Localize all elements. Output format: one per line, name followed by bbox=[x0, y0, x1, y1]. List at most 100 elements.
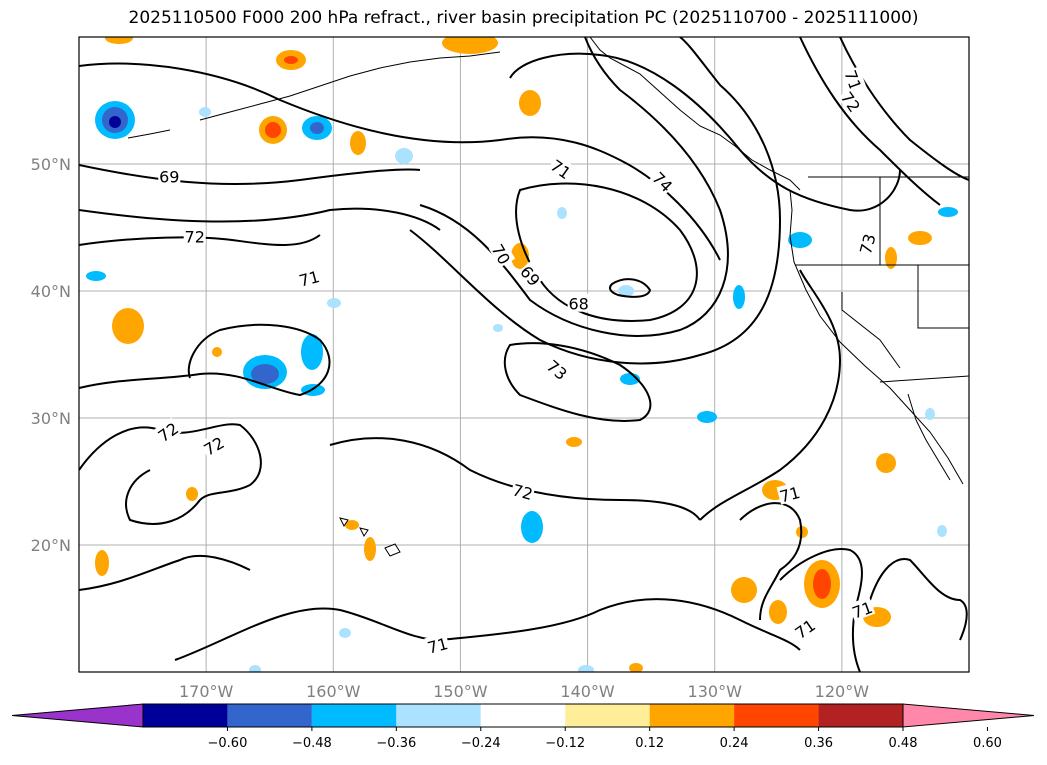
contour-label-text: 73 bbox=[856, 232, 880, 257]
colorbar-segment bbox=[396, 704, 481, 727]
contour-line-71-pac bbox=[79, 323, 331, 397]
contour-label-text: 68 bbox=[568, 295, 588, 314]
precipitation-pc-shading bbox=[86, 37, 958, 672]
shade-patch bbox=[95, 550, 109, 576]
shade-patch bbox=[521, 511, 543, 543]
shade-patch bbox=[112, 308, 144, 344]
shade-patch bbox=[364, 537, 376, 561]
colorbar-segment bbox=[311, 704, 397, 727]
contour-label: 71 bbox=[295, 265, 322, 291]
chart-title: 2025110500 F000 200 hPa refract., river … bbox=[128, 8, 919, 28]
contour-line-71-se bbox=[739, 502, 803, 621]
state-border bbox=[879, 375, 969, 383]
island bbox=[359, 527, 369, 537]
contour-label-bg bbox=[547, 154, 576, 182]
shade-patch bbox=[86, 271, 106, 281]
contour-label-bg bbox=[424, 632, 451, 656]
contour-label-text: 72 bbox=[185, 227, 205, 246]
latitude-ticks: 20°N 30°N 40°N 50°N bbox=[31, 155, 71, 555]
coastline bbox=[199, 51, 501, 121]
shade-patch bbox=[813, 569, 831, 599]
colorbar-tick-label: −0.60 bbox=[208, 736, 248, 751]
shade-patch bbox=[265, 122, 281, 138]
coastline bbox=[589, 37, 801, 191]
contour-label-bg bbox=[199, 431, 228, 459]
island bbox=[384, 543, 401, 557]
contour-label-bg bbox=[517, 260, 546, 290]
shade-patch bbox=[885, 247, 897, 269]
contour-label-bg bbox=[842, 66, 867, 94]
shade-patch bbox=[937, 525, 947, 537]
colorbar-tick-label: −0.24 bbox=[461, 736, 501, 751]
shade-patch bbox=[566, 437, 582, 447]
shade-patch bbox=[925, 408, 935, 420]
contour-line-72-west2 bbox=[79, 234, 321, 246]
contour-line-73 bbox=[409, 37, 782, 365]
colorbar-tick-label: 0.36 bbox=[804, 736, 833, 751]
contour-label: 69 bbox=[158, 166, 181, 187]
shade-patch bbox=[212, 347, 222, 357]
colorbar: −0.60 −0.48 −0.36 −0.24 −0.12 0.12 0.24 0.36 0.4… bbox=[11, 703, 1035, 751]
contour-label: 68 bbox=[567, 293, 590, 314]
colorbar-tick-label: −0.12 bbox=[545, 736, 585, 751]
shade-patch bbox=[310, 122, 324, 134]
contour-label-bg bbox=[837, 87, 866, 116]
x-tick-label: 140°W bbox=[560, 682, 615, 701]
contour-label-bg bbox=[153, 417, 182, 445]
shade-patch bbox=[629, 663, 643, 672]
contour-label: 72 bbox=[510, 479, 536, 504]
y-tick-label: 20°N bbox=[31, 536, 71, 555]
colorbar-segment bbox=[480, 704, 566, 727]
shade-patch bbox=[395, 148, 413, 164]
contour-label-bg bbox=[183, 226, 206, 245]
shade-patch bbox=[301, 334, 323, 370]
shade-patch bbox=[327, 298, 341, 308]
coastlines bbox=[127, 37, 969, 557]
contour-line-71-se2 bbox=[779, 548, 863, 672]
contour-line-68 bbox=[609, 278, 652, 298]
contour-label-text: 71 bbox=[425, 634, 450, 658]
y-tick-label: 30°N bbox=[31, 409, 71, 428]
island bbox=[127, 129, 171, 139]
contour-label-bg bbox=[158, 166, 181, 185]
contour-label-text: 69 bbox=[159, 168, 179, 187]
shade-patch bbox=[284, 56, 298, 64]
contour-label-text: 72 bbox=[510, 480, 535, 504]
shade-patch bbox=[557, 207, 567, 219]
contour-line-74 bbox=[509, 52, 901, 212]
coastline bbox=[789, 189, 964, 485]
x-tick-label: 130°W bbox=[688, 682, 743, 701]
contour-line-70-71 bbox=[419, 37, 729, 337]
x-tick-label: 120°W bbox=[815, 682, 870, 701]
shade-patch bbox=[578, 665, 594, 672]
contour-label-bg bbox=[567, 293, 590, 312]
colorbar-segment bbox=[227, 704, 312, 727]
shade-patch bbox=[350, 131, 366, 155]
contour-line-71-south bbox=[174, 598, 801, 661]
longitude-ticks: 170°W 160°W 150°W 140°W 130°W 120°W bbox=[179, 682, 869, 701]
colorbar-tick-label: −0.48 bbox=[292, 736, 332, 751]
shade-patch bbox=[249, 665, 261, 672]
colorbar-extend-high bbox=[902, 703, 1035, 728]
contour-label-bg bbox=[790, 614, 819, 642]
x-tick-label: 150°W bbox=[433, 682, 488, 701]
shade-patch bbox=[251, 364, 279, 384]
contour-label: 72 bbox=[183, 226, 206, 246]
y-tick-label: 50°N bbox=[31, 155, 71, 174]
shade-patch bbox=[788, 232, 812, 248]
colorbar-segment bbox=[734, 704, 819, 727]
coastline bbox=[907, 393, 951, 481]
x-tick-label: 170°W bbox=[179, 682, 234, 701]
contour-line-69-west bbox=[79, 164, 421, 186]
contour-label-bg bbox=[510, 479, 536, 503]
contour-label-bg bbox=[295, 265, 322, 289]
shade-patch bbox=[493, 324, 503, 332]
shade-patch bbox=[519, 90, 541, 116]
contour-label-bg bbox=[488, 239, 516, 268]
contour-line-72-west bbox=[79, 207, 441, 231]
shade-patch bbox=[908, 231, 932, 245]
contour-line-71-se3 bbox=[869, 558, 968, 641]
map-frame bbox=[78, 36, 970, 673]
shade-patch bbox=[199, 107, 211, 117]
